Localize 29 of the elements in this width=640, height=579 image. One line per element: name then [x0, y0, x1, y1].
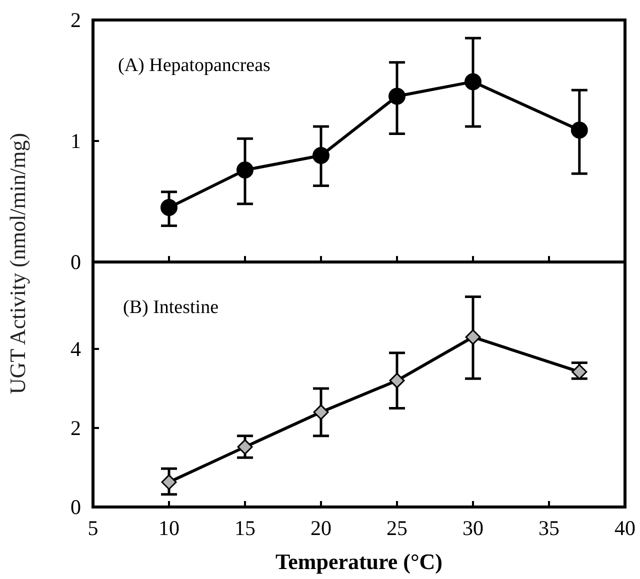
y-tick-label: 0	[70, 495, 81, 519]
x-axis-title: Temperature (°C)	[275, 549, 443, 574]
y-tick-label: 0	[70, 250, 81, 274]
point	[570, 122, 588, 139]
x-tick-label: 20	[310, 516, 332, 540]
y-tick-label: 2	[70, 8, 81, 32]
annotation: (A) Hepatopancreas	[118, 55, 270, 76]
point	[464, 73, 482, 90]
y-tick-label: 4	[70, 336, 82, 361]
x-tick-label: 15	[234, 516, 256, 540]
annotation: (B) Intestine	[123, 297, 219, 318]
point	[313, 404, 329, 420]
point	[312, 147, 330, 164]
point	[237, 439, 253, 455]
x-tick-label: 10	[158, 516, 180, 540]
x-tick-label: 35	[538, 516, 560, 540]
y-tick-label: 1	[70, 129, 81, 153]
point	[161, 474, 177, 490]
x-tick-label: 30	[462, 516, 484, 540]
point	[160, 199, 178, 216]
point	[389, 372, 405, 388]
x-tick-label: 25	[386, 516, 408, 540]
x-tick-label: 40	[614, 516, 636, 540]
point	[236, 162, 254, 179]
point	[388, 88, 406, 105]
x-tick-label: 5	[88, 516, 98, 540]
y-tick-label: 2	[70, 416, 81, 440]
point	[465, 329, 481, 345]
y-axis-title: UGT Activity (nmol/min/mg)	[5, 132, 30, 394]
